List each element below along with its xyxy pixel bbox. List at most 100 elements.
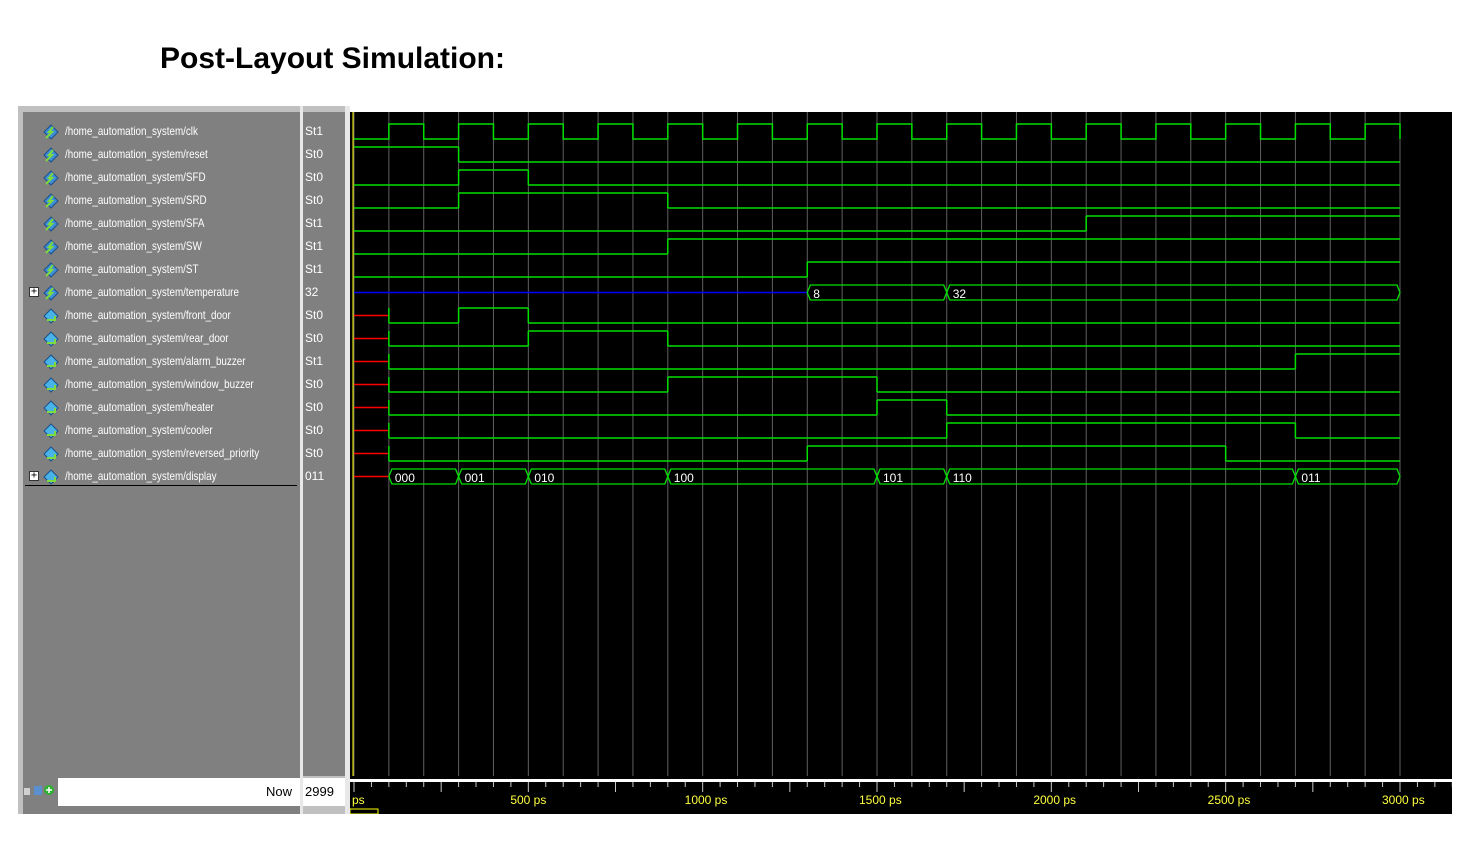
- input-signal-icon: [43, 170, 59, 186]
- signal-name: /home_automation_system/reversed_priorit…: [65, 446, 260, 460]
- signal-name: /home_automation_system/reset: [65, 147, 208, 161]
- signal-row[interactable]: /home_automation_system/reversed_priorit…: [23, 442, 300, 465]
- signal-name: /home_automation_system/rear_door: [65, 331, 229, 345]
- signal-row[interactable]: /home_automation_system/front_door: [23, 304, 300, 327]
- signal-value: St0: [305, 193, 324, 207]
- output-signal-icon: [43, 377, 59, 393]
- bus-value-label: 000: [395, 471, 415, 485]
- cursor-add-icon: [34, 786, 42, 795]
- zoom-icon: [24, 788, 30, 795]
- clk-waveform: [354, 123, 1401, 140]
- signal-name: /home_automation_system/front_door: [65, 308, 231, 322]
- output-signal-icon: [43, 469, 59, 485]
- signal-value: St1: [305, 124, 324, 138]
- bus-segment: [946, 284, 1401, 301]
- pane-divider[interactable]: [300, 106, 303, 814]
- input-signal-icon: [43, 124, 59, 140]
- signal-value: St0: [305, 377, 324, 391]
- bus-value-label: 110: [953, 471, 972, 485]
- signal-value: St0: [305, 423, 324, 437]
- signal-row[interactable]: /home_automation_system/ST: [23, 258, 300, 281]
- signal-row[interactable]: + /home_automation_system/temperature: [23, 281, 300, 304]
- timeline-ruler[interactable]: ps 500 ps 1000 ps 1500 ps 2000 ps 2500 ps 3000…: [349, 776, 1453, 815]
- bus-value-label: 101: [883, 471, 903, 485]
- bus-value-label: 011: [1301, 471, 1320, 485]
- ruler-label: ps: [352, 793, 365, 807]
- bus-value-label: 010: [534, 471, 554, 485]
- signal-row[interactable]: /home_automation_system/SFD: [23, 166, 300, 189]
- signal-value: St1: [305, 354, 324, 368]
- signal-row[interactable]: + /home_automation_system/display: [23, 465, 300, 488]
- signal-name: /home_automation_system/clk: [65, 124, 198, 138]
- signal-value: St1: [305, 239, 324, 253]
- signal-row[interactable]: /home_automation_system/SFA: [23, 212, 300, 235]
- signal-row[interactable]: /home_automation_system/SRD: [23, 189, 300, 212]
- waveform-canvas[interactable]: 8 32 000 001 010 100 101 110 011: [350, 112, 1452, 776]
- cursor-add-plus-icon: [44, 785, 54, 795]
- bus-segment: [1294, 468, 1401, 485]
- ruler-label: 1000 ps: [685, 793, 728, 807]
- waveform-pane[interactable]: 8 32 000 001 010 100 101 110 011: [350, 112, 1452, 776]
- signal-name: /home_automation_system/SW: [65, 239, 202, 253]
- cursor-handle: [349, 808, 379, 815]
- signal-row[interactable]: /home_automation_system/rear_door: [23, 327, 300, 350]
- bus-value-label: 100: [674, 471, 694, 485]
- input-signal-icon: [43, 193, 59, 209]
- signal-name: /home_automation_system/SFA: [65, 216, 205, 230]
- signal-value: St0: [305, 170, 324, 184]
- output-signal-icon: [43, 354, 59, 370]
- ruler-label: 1500 ps: [859, 793, 902, 807]
- output-signal-icon: [43, 400, 59, 416]
- bus-value-label: 32: [953, 287, 967, 301]
- signal-name: /home_automation_system/ST: [65, 262, 199, 276]
- signal-row[interactable]: /home_automation_system/SW: [23, 235, 300, 258]
- ruler-label: 2500 ps: [1208, 793, 1251, 807]
- page-heading: Post-Layout Simulation:: [160, 42, 505, 75]
- signal-row[interactable]: /home_automation_system/alarm_buzzer: [23, 350, 300, 373]
- signal-row[interactable]: /home_automation_system/heater: [23, 396, 300, 419]
- signal-row[interactable]: /home_automation_system/clk: [23, 120, 300, 143]
- output-signal-icon: [43, 308, 59, 324]
- selection-underline: [25, 485, 297, 486]
- signal-name: /home_automation_system/cooler: [65, 423, 213, 437]
- expand-icon[interactable]: +: [29, 286, 39, 297]
- signal-name: /home_automation_system/alarm_buzzer: [65, 354, 246, 368]
- signal-row[interactable]: /home_automation_system/cooler: [23, 419, 300, 442]
- input-signal-icon: [43, 147, 59, 163]
- signal-value: St1: [305, 262, 324, 276]
- toolbar-icons[interactable]: [24, 784, 54, 798]
- signal-row[interactable]: /home_automation_system/window_buzzer: [23, 373, 300, 396]
- ruler-label: 500 ps: [510, 793, 546, 807]
- signal-name: /home_automation_system/display: [65, 469, 217, 483]
- ruler-label: 3000 ps: [1382, 793, 1425, 807]
- signal-value: St0: [305, 400, 324, 414]
- input-signal-icon: [43, 239, 59, 255]
- wave-window: /home_automation_system/clk/home_automat…: [18, 106, 1453, 815]
- signal-values-pane[interactable]: St1 St0 St0 St0 St1 St1 St1 32 St0 St0 St1 St0 St0 St…: [303, 112, 345, 776]
- signal-value: 011: [305, 469, 325, 483]
- signal-names-pane[interactable]: /home_automation_system/clk/home_automat…: [23, 112, 300, 776]
- timeline-ruler-canvas[interactable]: ps 500 ps 1000 ps 1500 ps 2000 ps 2500 ps 3000…: [349, 776, 1453, 815]
- signal-row[interactable]: /home_automation_system/reset: [23, 143, 300, 166]
- ruler-top-line: [350, 779, 1452, 782]
- input-signal-icon: [43, 216, 59, 232]
- output-signal-icon: [43, 423, 59, 439]
- input-signal-icon: [43, 262, 59, 278]
- bus-value-label: 8: [813, 287, 820, 301]
- output-signal-icon: [43, 446, 59, 462]
- signal-value: St0: [305, 147, 324, 161]
- signal-name: /home_automation_system/SFD: [65, 170, 206, 184]
- signal-name: /home_automation_system/heater: [65, 400, 214, 414]
- ruler-label: 2000 ps: [1033, 793, 1076, 807]
- signal-name: /home_automation_system/SRD: [65, 193, 207, 207]
- signal-value: St1: [305, 216, 324, 230]
- signal-name: /home_automation_system/window_buzzer: [65, 377, 254, 391]
- now-label: Now: [265, 784, 292, 799]
- input-signal-icon: [43, 285, 59, 301]
- now-value: 2999 ps: [303, 778, 345, 806]
- expand-icon[interactable]: +: [29, 470, 39, 481]
- signal-value: St0: [305, 331, 324, 345]
- now-box: Now: [58, 778, 300, 806]
- bus-value-label: 001: [465, 471, 485, 485]
- pane-divider[interactable]: [345, 106, 350, 814]
